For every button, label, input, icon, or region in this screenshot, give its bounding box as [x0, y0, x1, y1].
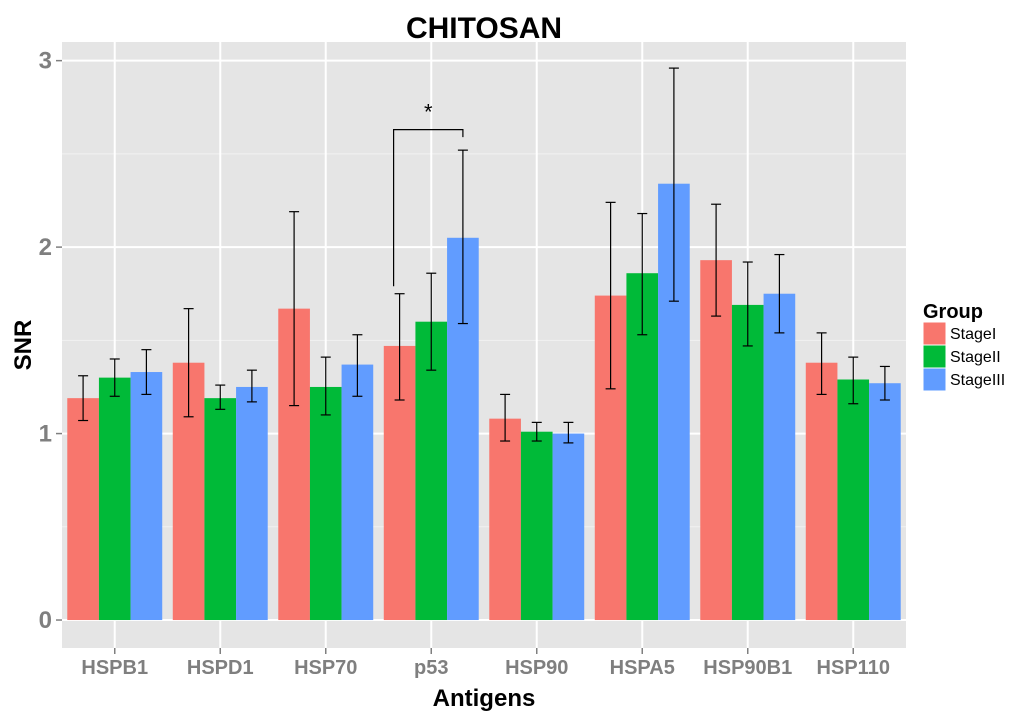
error-bar-HSPB1-StageI [78, 375, 89, 422]
y-axis: 0 1 2 3 [39, 48, 62, 634]
legend-swatch-StageII [922, 344, 947, 369]
y-axis-title: SNR [10, 320, 37, 371]
bar-p53-StageII [415, 321, 448, 621]
bar-HSP90B1-StageIII [763, 293, 796, 621]
legend-label-StageIII: StageIII [950, 372, 1005, 389]
error-bar-HSPD1-StageII [215, 384, 226, 410]
error-bar-HSP110-StageII [848, 356, 859, 405]
bar-HSP110-StageIII [869, 383, 901, 621]
legend: Group StageI StageII StageIII [922, 301, 1005, 392]
significance-annotations: * [393, 100, 464, 287]
legend-label-StageII: StageII [950, 349, 1001, 366]
y-tick-label: 3 [39, 48, 52, 75]
bar-HSP90-StageI [489, 418, 521, 621]
y-tick-label: 2 [39, 234, 52, 261]
x-tick-label: HSPD1 [187, 657, 254, 679]
error-bars [78, 67, 890, 444]
error-bar-HSP90-StageIII [563, 421, 574, 444]
x-tick-label: HSP70 [294, 657, 357, 679]
bar-HSP90-StageII [520, 431, 553, 621]
bar-HSPD1-StageII [204, 398, 237, 621]
error-bar-HSPB1-StageII [109, 358, 120, 397]
error-bar-p53-StageIII [457, 149, 468, 325]
bar-HSPB1-StageIII [130, 372, 163, 621]
bar-HSP70-StageIII [341, 364, 374, 621]
legend-title: Group [923, 301, 983, 323]
bar-HSP110-StageI [805, 362, 838, 621]
legend-label-StageI: StageI [950, 326, 996, 343]
error-bar-p53-StageI [394, 293, 405, 401]
error-bar-HSP70-StageIII [352, 334, 363, 397]
significance-label: * [424, 100, 433, 125]
error-bar-HSPA5-StageIII [668, 67, 679, 302]
error-bar-HSP90B1-StageI [711, 203, 722, 317]
legend-swatch-StageIII [922, 367, 947, 392]
error-bar-HSP110-StageIII [879, 365, 890, 401]
error-bar-HSPD1-StageI [183, 308, 194, 418]
error-bar-HSP90B1-StageII [742, 261, 753, 347]
error-bar-HSP70-StageI [289, 211, 300, 407]
error-bar-HSPA5-StageII [637, 212, 648, 336]
x-axis-title: Antigens [433, 685, 536, 711]
y-tick-label: 0 [39, 607, 52, 634]
x-tick-label: HSP90 [505, 657, 568, 679]
x-tick-label: HSPB1 [81, 657, 148, 679]
error-bar-HSPB1-StageIII [141, 349, 152, 396]
bar-HSPB1-StageII [98, 377, 131, 621]
x-tick-label: HSPA5 [610, 657, 675, 679]
bars [67, 183, 901, 621]
error-bar-HSP70-StageII [320, 356, 331, 416]
error-bar-HSPA5-StageI [605, 201, 616, 390]
legend-swatch-StageI [922, 321, 947, 346]
error-bar-HSPD1-StageIII [246, 369, 257, 403]
bar-HSPB1-StageI [67, 398, 99, 621]
error-bar-HSP90-StageII [531, 421, 542, 442]
bar-HSPD1-StageIII [236, 386, 268, 621]
significance-bracket [393, 129, 464, 287]
bar-HSP90B1-StageI [700, 260, 732, 621]
x-tick-label: HSP110 [817, 657, 890, 679]
y-tick-label: 1 [39, 421, 52, 448]
chart-title: CHITOSAN [406, 12, 562, 45]
bar-HSP90-StageIII [552, 433, 585, 621]
error-bar-p53-StageII [426, 272, 437, 371]
x-tick-label: HSP90B1 [703, 657, 792, 679]
x-axis: HSPB1 HSPD1 HSP70 p53 HSP90 HSPA5 HSP90B1 HSP11… [81, 648, 890, 679]
error-bar-HSP90B1-StageIII [774, 253, 785, 334]
x-tick-label: p53 [414, 657, 448, 679]
bar-HSP70-StageII [309, 386, 342, 621]
bar-HSP90B1-StageII [731, 304, 764, 621]
bar-HSP110-StageII [837, 379, 870, 621]
error-bar-HSP110-StageI [816, 332, 827, 396]
error-bar-HSP90-StageI [500, 393, 511, 442]
